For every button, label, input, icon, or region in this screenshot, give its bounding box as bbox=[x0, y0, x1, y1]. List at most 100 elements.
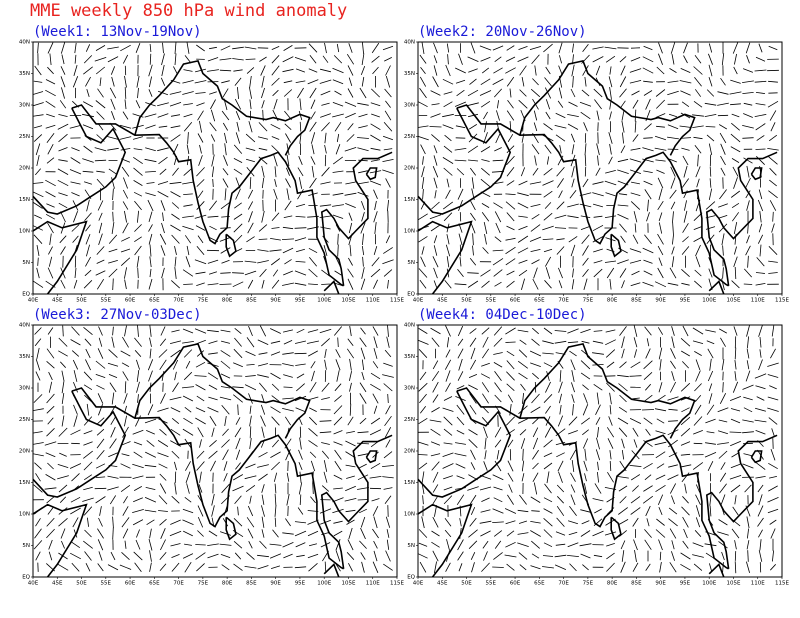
wind-vector bbox=[630, 282, 641, 287]
wind-vector bbox=[693, 226, 703, 230]
wind-vector bbox=[421, 177, 425, 189]
wind-vector bbox=[220, 247, 231, 254]
wind-vector bbox=[768, 260, 778, 263]
wind-vector bbox=[346, 53, 355, 65]
wind-vector bbox=[680, 453, 691, 456]
wind-vector bbox=[361, 53, 365, 66]
wind-vector bbox=[604, 215, 617, 218]
wind-vector bbox=[481, 362, 490, 367]
wind-vector bbox=[33, 431, 43, 434]
wind-vector bbox=[709, 493, 712, 506]
wind-vector bbox=[480, 78, 491, 86]
wind-vector bbox=[580, 509, 591, 513]
wind-vector bbox=[545, 99, 551, 110]
wind-vector bbox=[632, 134, 639, 142]
wind-vector bbox=[84, 338, 92, 346]
wind-vector bbox=[658, 212, 663, 222]
wind-vector bbox=[257, 565, 269, 570]
wind-vector bbox=[605, 349, 616, 358]
wind-vector bbox=[298, 177, 303, 189]
wind-vector bbox=[542, 340, 554, 345]
wind-vector bbox=[745, 370, 751, 382]
wind-vector bbox=[709, 178, 712, 188]
wind-vector bbox=[74, 267, 77, 279]
wind-vector bbox=[670, 360, 676, 369]
wind-vector bbox=[148, 224, 153, 232]
wind-vector bbox=[312, 482, 314, 495]
wind-vector bbox=[643, 394, 653, 403]
wind-vector bbox=[521, 278, 525, 291]
wind-vector bbox=[506, 212, 515, 222]
wind-vector bbox=[295, 340, 306, 344]
wind-vector bbox=[294, 57, 307, 62]
wind-vector bbox=[480, 373, 491, 379]
wind-vector bbox=[107, 486, 119, 491]
wind-vector bbox=[658, 42, 663, 54]
wind-vector bbox=[274, 493, 277, 506]
wind-vector bbox=[199, 471, 202, 483]
wind-vector bbox=[454, 148, 467, 151]
wind-vector bbox=[137, 87, 139, 99]
wind-vector bbox=[195, 92, 206, 94]
wind-vector bbox=[708, 383, 713, 392]
wind-vector bbox=[592, 340, 604, 344]
wind-vector bbox=[734, 347, 737, 360]
wind-vector bbox=[133, 167, 143, 176]
wind-vector bbox=[545, 267, 551, 279]
wind-vector bbox=[208, 384, 218, 390]
wind-vector bbox=[568, 531, 578, 536]
wind-vector bbox=[519, 65, 527, 76]
wind-vector bbox=[609, 392, 612, 405]
wind-vector bbox=[619, 361, 627, 369]
wind-vector bbox=[357, 137, 369, 139]
wind-vector bbox=[271, 395, 280, 402]
wind-vector bbox=[348, 527, 353, 540]
wind-vector bbox=[70, 339, 81, 346]
wind-vector bbox=[567, 328, 579, 334]
wind-vector bbox=[271, 46, 280, 50]
wind-vector bbox=[47, 267, 54, 279]
wind-vector bbox=[656, 418, 665, 424]
wind-vector bbox=[335, 224, 341, 232]
wind-vector bbox=[234, 202, 242, 209]
wind-vector bbox=[658, 506, 663, 516]
wind-vector bbox=[493, 497, 503, 503]
wind-vector bbox=[655, 484, 666, 493]
wind-vector bbox=[681, 269, 690, 277]
wind-vector bbox=[642, 158, 654, 163]
wind-vector bbox=[309, 407, 317, 412]
wind-vector bbox=[148, 278, 153, 290]
wind-vector bbox=[431, 134, 440, 142]
wind-vector bbox=[543, 167, 553, 176]
wind-vector bbox=[232, 46, 244, 50]
wind-vector bbox=[258, 122, 268, 132]
wind-vector bbox=[136, 370, 140, 382]
wind-vector bbox=[468, 113, 478, 118]
wind-vector bbox=[294, 237, 307, 242]
wind-vector bbox=[98, 222, 103, 234]
wind-vector bbox=[579, 543, 592, 547]
wind-vector bbox=[360, 347, 366, 360]
wind-vector bbox=[507, 472, 514, 482]
wind-vector bbox=[484, 450, 487, 460]
wind-vector bbox=[507, 494, 514, 505]
x-tick-label: 55E bbox=[101, 298, 112, 304]
wind-vector bbox=[680, 338, 691, 347]
wind-vector bbox=[58, 427, 68, 437]
wind-vector bbox=[596, 110, 600, 121]
wind-vector bbox=[469, 337, 477, 347]
wind-vector bbox=[618, 427, 628, 437]
wind-vector bbox=[120, 463, 131, 469]
wind-vector bbox=[358, 170, 368, 174]
map-body bbox=[418, 325, 779, 577]
x-tick-label: 105E bbox=[341, 298, 355, 304]
wind-vector bbox=[445, 349, 451, 358]
wind-vector bbox=[532, 327, 539, 335]
wind-vector bbox=[507, 99, 514, 109]
wind-vector bbox=[108, 168, 118, 175]
wind-vector bbox=[270, 372, 281, 380]
wind-vector bbox=[718, 215, 728, 219]
wind-vector bbox=[432, 381, 439, 393]
wind-vector bbox=[99, 506, 102, 516]
wind-vector bbox=[643, 360, 653, 370]
